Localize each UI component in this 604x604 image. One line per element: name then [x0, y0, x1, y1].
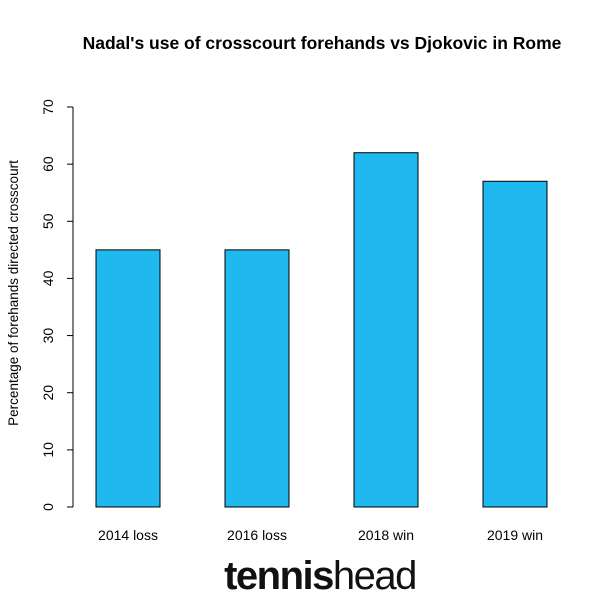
category-labels: 2014 loss 2016 loss 2018 win 2019 win	[98, 527, 543, 543]
category-label: 2014 loss	[98, 527, 158, 543]
bar	[95, 249, 161, 508]
y-axis-label: Percentage of forehands directed crossco…	[6, 160, 21, 426]
y-tick-label: 40	[40, 270, 56, 286]
y-tick-label: 70	[40, 99, 56, 115]
brand-logo-part2: head	[333, 554, 416, 598]
y-tick-label: 50	[40, 213, 56, 229]
category-label: 2016 loss	[227, 527, 287, 543]
y-tick-label: 60	[40, 156, 56, 172]
category-label: 2018 win	[358, 527, 414, 543]
chart-title: Nadal's use of crosscourt forehands vs D…	[83, 33, 562, 53]
bar	[353, 152, 419, 508]
category-label: 2019 win	[487, 527, 543, 543]
brand-logo-part1: tennis	[224, 554, 333, 598]
y-tick-label: 10	[40, 442, 56, 458]
y-tick-label: 0	[40, 503, 56, 511]
bar	[224, 249, 290, 508]
brand-logo: tennishead	[224, 554, 417, 598]
y-tick-label: 30	[40, 328, 56, 344]
y-tick-label: 20	[40, 385, 56, 401]
y-axis: 0 10 20 30 40 50 60 70	[40, 99, 74, 511]
bar	[482, 180, 548, 508]
bars	[95, 152, 548, 508]
svg-text:tennishead: tennishead	[224, 554, 416, 598]
